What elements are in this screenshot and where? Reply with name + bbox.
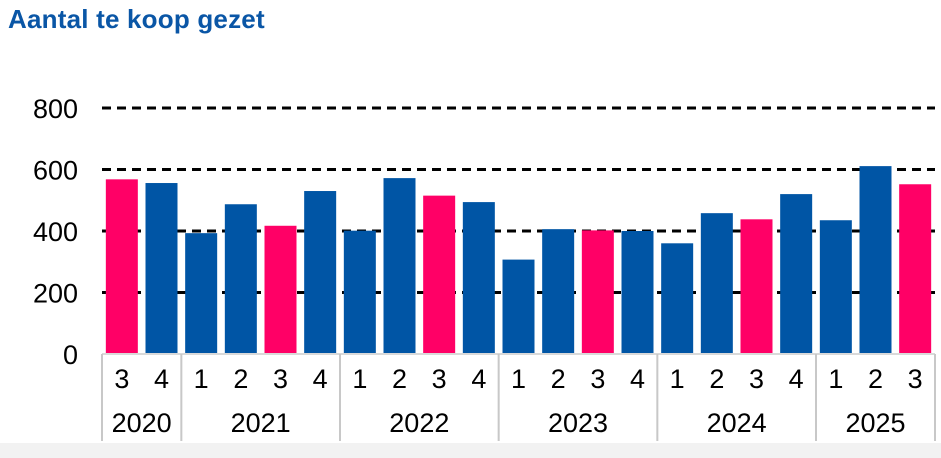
quarter-label: 3 (908, 364, 923, 394)
bar (304, 191, 337, 354)
quarter-label: 4 (630, 364, 645, 394)
bar (859, 166, 892, 354)
quarter-label: 3 (590, 364, 605, 394)
quarter-label: 3 (749, 364, 764, 394)
quarter-label: 1 (828, 364, 843, 394)
quarter-label: 2 (551, 364, 566, 394)
axes (0, 353, 941, 458)
quarter-label: 1 (670, 364, 685, 394)
year-label: 2021 (231, 408, 291, 438)
y-tick-label: 600 (33, 156, 78, 186)
bar (740, 219, 773, 354)
bar (780, 194, 813, 354)
quarter-label: 1 (194, 364, 209, 394)
quarter-label: 1 (511, 364, 526, 394)
quarter-label: 3 (273, 364, 288, 394)
quarter-label: 3 (114, 364, 129, 394)
bar (185, 233, 218, 354)
chart-title: Aantal te koop gezet (8, 4, 265, 34)
quarter-label: 3 (432, 364, 447, 394)
bar (145, 183, 178, 354)
bars (105, 166, 932, 354)
quarter-label: 4 (313, 364, 328, 394)
quarter-label: 2 (709, 364, 724, 394)
bar (581, 230, 614, 354)
y-tick-label: 800 (33, 94, 78, 124)
y-tick-label: 0 (63, 340, 78, 370)
bar (899, 184, 932, 354)
bottom-band (0, 443, 941, 458)
bar (224, 204, 257, 354)
year-label: 2020 (112, 408, 172, 438)
quarter-label: 4 (471, 364, 486, 394)
bar (462, 202, 495, 354)
y-tick-label: 400 (33, 217, 78, 247)
quarter-label: 1 (352, 364, 367, 394)
bar (819, 220, 852, 354)
bar (621, 231, 654, 354)
y-tick-label: 200 (33, 279, 78, 309)
bar (423, 195, 456, 354)
quarter-label: 2 (233, 364, 248, 394)
bar (343, 230, 376, 354)
bar (700, 213, 733, 354)
bar (105, 179, 138, 354)
quarter-label: 4 (789, 364, 804, 394)
quarter-label: 4 (154, 364, 169, 394)
bar (264, 225, 297, 354)
bar (661, 243, 694, 354)
bar (542, 229, 575, 354)
year-label: 2022 (389, 408, 449, 438)
bar (383, 178, 416, 354)
year-label: 2025 (845, 408, 905, 438)
year-label: 2023 (548, 408, 608, 438)
quarter-label: 2 (868, 364, 883, 394)
bar (502, 259, 535, 354)
year-label: 2024 (707, 408, 767, 438)
quarter-label: 2 (392, 364, 407, 394)
